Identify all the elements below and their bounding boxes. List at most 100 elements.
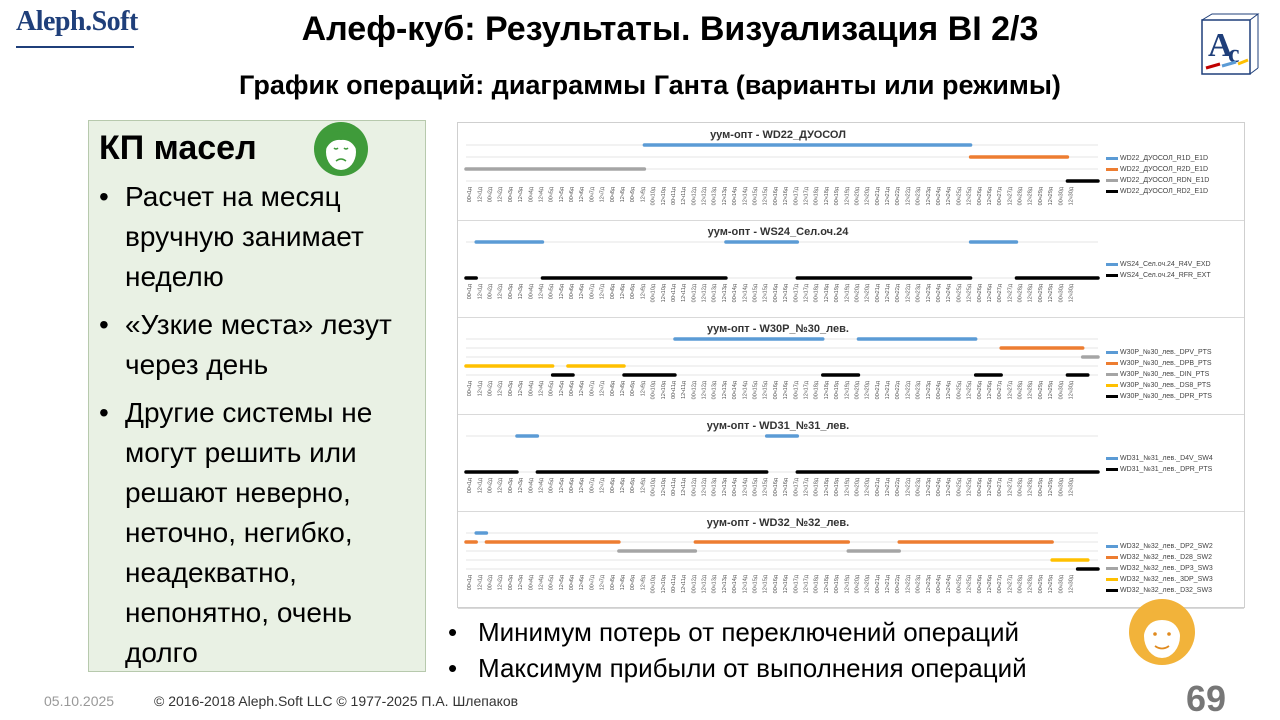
legend-item: WD22_ДУОСОЛ_RDN_E1D	[1106, 175, 1246, 186]
x-tick-label: 12ч24д	[946, 477, 952, 496]
x-tick-label: 00ч16д	[773, 574, 779, 593]
x-tick-label: 12ч6д	[579, 283, 585, 299]
x-tick-label: 00ч30д	[1058, 186, 1064, 205]
x-tick-label: 12ч24д	[946, 380, 952, 399]
x-tick-label: 12ч10д	[661, 574, 667, 593]
legend-label: WD32_№32_лев._D28_SW2	[1120, 554, 1212, 561]
x-tick-label: 12ч16д	[783, 477, 789, 496]
x-tick-label: 00ч8д	[610, 186, 616, 202]
legend-label: W30P_№30_лев._DS8_PTS	[1120, 382, 1211, 389]
x-tick-label: 12ч11д	[681, 283, 687, 302]
x-tick-label: 00ч25д	[956, 477, 962, 496]
x-tick-label: 12ч28д	[1028, 186, 1034, 205]
legend-swatch	[1106, 545, 1118, 548]
page-number: 69	[1186, 678, 1227, 719]
legend-label: WD32_№32_лев._D32_SW3	[1120, 587, 1212, 594]
x-tick-label: 12ч29д	[1048, 477, 1054, 496]
panel-title: КП масел	[99, 129, 257, 167]
gantt-legend: WD32_№32_лев._DP2_SW2 WD32_№32_лев._D28_S…	[1106, 541, 1246, 596]
x-tick-label: 12ч16д	[783, 283, 789, 302]
logo-underline	[16, 46, 134, 48]
x-tick-label: 12ч17д	[803, 477, 809, 496]
gantt-plot: 00ч1д 12ч1д 00ч2д 12ч2д 00ч3д 12ч3д 00ч4д 12ч4д…	[464, 337, 1100, 399]
x-tick-label: 00ч11д	[671, 283, 677, 302]
x-tick-label: 12ч9д	[640, 380, 646, 396]
x-tick-label: 00ч24д	[936, 380, 942, 399]
x-tick-label: 00ч10д	[651, 574, 657, 593]
x-tick-label: 12ч15д	[763, 186, 769, 205]
x-tick-label: 00ч25д	[956, 574, 962, 593]
x-tick-label: 12ч15д	[763, 380, 769, 399]
footer-copyright: © 2016-2018 Aleph.Soft LLC © 1977-2025 П…	[154, 693, 519, 709]
bullet-text: «Узкие места» лезут через день	[125, 309, 392, 380]
x-tick-label: 12ч15д	[763, 477, 769, 496]
x-tick-label: 12ч24д	[946, 186, 952, 205]
x-tick-label: 00ч18д	[814, 574, 820, 593]
x-tick-label: 00ч17д	[793, 574, 799, 593]
legend-label: W30P_№30_лев._DIN_PTS	[1120, 371, 1210, 378]
legend-swatch	[1106, 157, 1118, 160]
x-tick-label: 00ч24д	[936, 574, 942, 593]
legend-swatch	[1106, 168, 1118, 171]
legend-swatch	[1106, 362, 1118, 365]
x-tick-label: 00ч29д	[1038, 380, 1044, 399]
x-tick-label: 12ч18д	[824, 186, 830, 205]
x-tick-label: 12ч27д	[1007, 186, 1013, 205]
x-tick-label: 00ч11д	[671, 477, 677, 496]
legend-label: W30P_№30_лев._DPR_PTS	[1120, 393, 1212, 400]
x-tick-label: 00ч20д	[854, 380, 860, 399]
x-tick-label: 12ч7д	[600, 574, 606, 590]
x-tick-label: 00ч19д	[834, 283, 840, 302]
x-tick-label: 12ч25д	[967, 477, 973, 496]
x-tick-label: 12ч4д	[538, 283, 544, 299]
x-tick-label: 00ч25д	[956, 380, 962, 399]
x-tick-label: 00ч16д	[773, 186, 779, 205]
x-tick-label: 12ч22д	[905, 283, 911, 302]
x-tick-label: 00ч25д	[956, 283, 962, 302]
x-tick-label: 00ч1д	[467, 477, 473, 493]
x-tick-label: 00ч3д	[508, 380, 514, 396]
x-tick-label: 00ч22д	[895, 477, 901, 496]
x-tick-label: 12ч13д	[722, 186, 728, 205]
x-tick-label: 12ч1д	[477, 186, 483, 202]
x-tick-label: 00ч19д	[834, 574, 840, 593]
x-tick-label: 00ч22д	[895, 283, 901, 302]
gantt-plot: 00ч1д 12ч1д 00ч2д 12ч2д 00ч3д 12ч3д 00ч4д 12ч4д…	[464, 531, 1100, 593]
gantt-plot: 00ч1д 12ч1д 00ч2д 12ч2д 00ч3д 12ч3д 00ч4д 12ч4д…	[464, 434, 1100, 496]
x-tick-label: 00ч27д	[997, 574, 1003, 593]
x-tick-label: 12ч22д	[905, 477, 911, 496]
x-tick-label: 00ч1д	[467, 283, 473, 299]
legend-label: W30P_№30_лев._DPB_PTS	[1120, 360, 1212, 367]
legend-item: WD22_ДУОСОЛ_R1D_E1D	[1106, 153, 1246, 164]
legend-label: WD22_ДУОСОЛ_R1D_E1D	[1120, 155, 1209, 162]
x-tick-label: 12ч1д	[477, 380, 483, 396]
x-tick-label: 12ч9д	[640, 574, 646, 590]
x-tick-label: 12ч30д	[1069, 283, 1075, 302]
x-tick-label: 00ч4д	[528, 574, 534, 590]
x-tick-label: 00ч9д	[630, 574, 636, 590]
x-tick-label: 00ч13д	[712, 186, 718, 205]
x-tick-label: 00ч6д	[569, 380, 575, 396]
x-tick-label: 12ч4д	[538, 380, 544, 396]
x-tick-label: 12ч18д	[824, 380, 830, 399]
x-tick-label: 12ч16д	[783, 574, 789, 593]
x-tick-label: 12ч19д	[844, 380, 850, 399]
x-tick-label: 00ч17д	[793, 283, 799, 302]
x-tick-label: 12ч13д	[722, 477, 728, 496]
list-item: • Расчет на месяц вручную занимает неделю	[99, 177, 419, 297]
x-tick-label: 00ч20д	[854, 574, 860, 593]
x-tick-label: 12ч3д	[518, 477, 524, 493]
x-tick-label: 12ч5д	[559, 380, 565, 396]
x-tick-label: 00ч9д	[630, 380, 636, 396]
x-tick-label: 12ч21д	[885, 380, 891, 399]
x-tick-label: 12ч27д	[1007, 574, 1013, 593]
x-tick-label: 12ч8д	[620, 574, 626, 590]
list-item: • Максимум прибыли от выполнения операций	[448, 650, 1128, 686]
legend-item: WD22_ДУОСОЛ_RD2_E1D	[1106, 186, 1246, 197]
x-tick-label: 12ч18д	[824, 574, 830, 593]
x-tick-label: 00ч2д	[487, 477, 493, 493]
gantt-title: уум-опт - WD22_ДУОСОЛ	[710, 129, 846, 141]
x-tick-label: 12ч28д	[1028, 574, 1034, 593]
x-tick-label: 12ч13д	[722, 380, 728, 399]
x-tick-label: 00ч23д	[916, 477, 922, 496]
